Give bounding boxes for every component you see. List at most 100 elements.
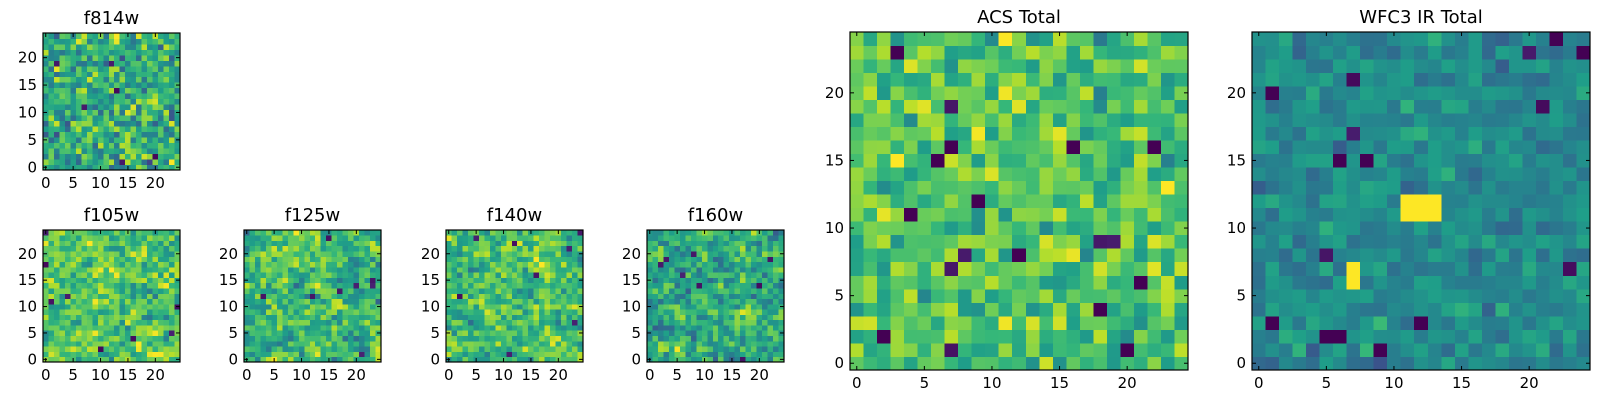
heatmap-cell [244,346,250,352]
heatmap-cell [1106,153,1121,168]
heatmap-cell [701,245,708,252]
heatmap-cell [528,346,535,352]
heatmap-cell [114,104,121,111]
heatmap-cell [337,340,344,347]
heatmap-cell [550,346,556,352]
heatmap-cell [647,351,653,358]
heatmap-cell [850,140,864,155]
heatmap-cell [48,251,55,257]
heatmap-cell [169,272,175,278]
heatmap-cell [1052,126,1067,141]
heatmap-cell [103,54,110,61]
heatmap-cell [53,251,60,257]
heatmap-cell [685,335,692,342]
heatmap-cell [1495,315,1510,330]
heatmap-cell [97,245,104,252]
heatmap-cell [163,282,170,289]
heatmap-cell [500,282,507,289]
heatmap-cell [86,87,93,94]
heatmap-cell [890,329,905,344]
heatmap-cell [158,303,164,310]
heatmap-cell [652,261,659,268]
heatmap-cell [254,314,261,321]
heatmap-cell [863,356,878,371]
heatmap-cell [114,256,121,263]
heatmap-cell [511,240,518,247]
heatmap-cell [326,256,333,263]
heatmap-cell [734,261,741,268]
heatmap-cell [690,319,697,326]
heatmap-cell [141,251,148,257]
heatmap-cell [75,142,82,149]
heatmap-cell [958,342,973,357]
heatmap-cell [707,293,714,300]
heatmap-cell [1147,180,1162,195]
heatmap-cell [1252,207,1266,222]
x-tick-label: 5 [68,174,78,192]
heatmap-cell [70,120,77,127]
heatmap-cell [446,298,452,305]
heatmap-cell [944,221,959,236]
heatmap-cell [500,309,507,315]
heatmap-cell [1441,275,1456,290]
heatmap-cell [1414,99,1429,114]
heatmap-cell [108,164,115,171]
heatmap-cell [125,351,132,358]
heatmap-cell [59,65,66,72]
heatmap-cell [478,256,485,263]
heatmap-cell [86,49,93,56]
heatmap-cell [64,137,71,143]
heatmap-cell [1549,315,1564,330]
heatmap-cell [539,293,546,300]
heatmap-cell [1147,288,1162,303]
heatmap-cell [265,251,272,257]
heatmap-cell [446,272,452,278]
x-tick-label: 10 [494,366,513,384]
heatmap-cell [712,282,719,289]
heatmap-cell [244,319,250,326]
heatmap-cell [64,120,71,127]
heatmap-cell [125,76,132,83]
heatmap-cell [467,309,474,315]
x-tick-label: 20 [347,366,366,384]
heatmap-cell [152,115,159,122]
heatmap-cell [1522,194,1537,209]
heatmap-cell [1120,180,1135,195]
heatmap-cell [740,293,747,300]
heatmap-cell [147,159,153,165]
heatmap-cell [103,49,110,56]
heatmap-cell [1160,342,1175,357]
heatmap-cell [141,293,148,300]
heatmap-cell [59,71,66,78]
heatmap-cell [1522,153,1537,168]
heatmap-cell [125,93,132,100]
heatmap-cell [1252,113,1266,128]
heatmap-cell [59,49,66,56]
heatmap-cell [53,314,60,321]
heatmap-cell [1039,342,1054,357]
heatmap-cell [43,319,49,326]
heatmap-cell [674,319,681,326]
heatmap-cell [1265,126,1280,141]
heatmap-cell [136,164,143,171]
heatmap-cell [1576,99,1591,114]
heatmap-cell [326,346,333,352]
heatmap-cell [1012,194,1027,209]
heatmap-cell [53,351,60,358]
heatmap-cell [517,303,524,310]
heatmap-cell [1292,194,1307,209]
heatmap-cell [163,340,170,347]
heatmap-cell [114,303,121,310]
heatmap-cell [359,325,365,331]
heatmap-cell [456,240,463,247]
heatmap-cell [1522,59,1537,73]
heatmap-cell [1400,248,1415,263]
heatmap-cell [1025,234,1040,249]
heatmap-cell [86,148,93,154]
heatmap-cell [276,330,283,336]
heatmap-cell [451,245,458,252]
heatmap-cell [48,230,55,236]
heatmap-cell [75,325,82,331]
heatmap-cell [64,148,71,154]
heatmap-cell [163,314,170,321]
